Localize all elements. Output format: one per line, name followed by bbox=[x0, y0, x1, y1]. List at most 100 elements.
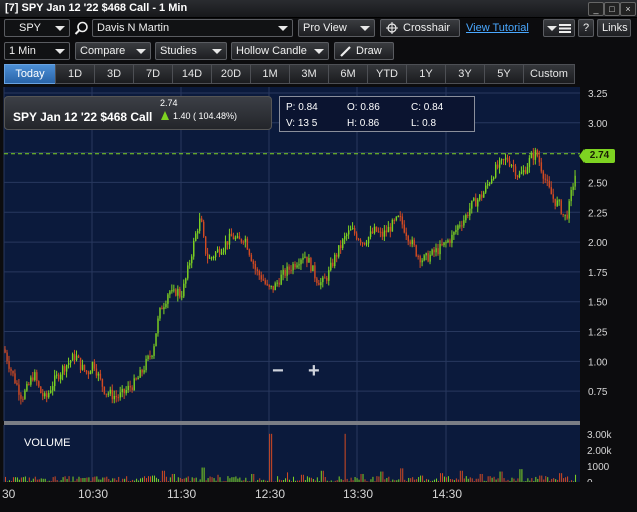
volume-bar bbox=[414, 480, 415, 482]
view-select[interactable]: Pro View bbox=[298, 19, 375, 37]
range-tab-today[interactable]: Today bbox=[4, 64, 56, 84]
range-tab-6m[interactable]: 6M bbox=[328, 64, 368, 84]
volume-bar bbox=[73, 477, 74, 482]
range-tab-1d[interactable]: 1D bbox=[55, 64, 95, 84]
volume-bar bbox=[233, 477, 234, 482]
crosshair-button[interactable]: Crosshair bbox=[380, 19, 460, 37]
volume-bar bbox=[253, 474, 254, 482]
candle-body bbox=[133, 378, 134, 390]
help-button[interactable]: ? bbox=[578, 19, 594, 37]
view-tutorial-link[interactable]: View Tutorial bbox=[466, 22, 529, 34]
compare-select[interactable]: Compare bbox=[75, 42, 151, 60]
candle-body bbox=[221, 252, 222, 254]
volume-plot-area bbox=[4, 425, 580, 482]
y-tick-label: 0.75 bbox=[588, 387, 608, 398]
volume-bar bbox=[45, 479, 46, 482]
draw-button[interactable]: Draw bbox=[334, 42, 394, 60]
candle-body bbox=[314, 265, 315, 278]
candle-body bbox=[288, 267, 289, 270]
volume-bar bbox=[523, 481, 524, 482]
volume-bar bbox=[194, 478, 195, 482]
chart-style-select[interactable]: Hollow Candle bbox=[231, 42, 329, 60]
zoom-in-button[interactable]: + bbox=[308, 360, 320, 383]
candle-body bbox=[110, 390, 111, 394]
candle-body bbox=[533, 154, 534, 160]
candle-body bbox=[322, 278, 323, 283]
menu-button[interactable] bbox=[543, 19, 575, 37]
volume-bar bbox=[472, 478, 473, 482]
volume-bar bbox=[529, 481, 530, 482]
volume-bar bbox=[378, 476, 379, 482]
volume-bar bbox=[480, 474, 481, 482]
x-tick-label: 11:30 bbox=[167, 487, 196, 501]
minimize-icon[interactable]: _ bbox=[588, 2, 604, 16]
search-icon[interactable] bbox=[74, 21, 89, 36]
candle-body bbox=[213, 257, 214, 258]
candle-body bbox=[352, 228, 353, 229]
range-tab-custom[interactable]: Custom bbox=[523, 64, 575, 84]
volume-bar bbox=[325, 477, 326, 482]
volume-bar bbox=[349, 481, 350, 482]
window-title: [7] SPY Jan 12 '22 $468 Call - 1 Min bbox=[5, 2, 187, 14]
volume-bar bbox=[55, 476, 56, 482]
range-tab-5y[interactable]: 5Y bbox=[484, 64, 524, 84]
maximize-icon[interactable]: □ bbox=[604, 2, 620, 16]
volume-bar bbox=[396, 480, 397, 482]
volume-bar bbox=[412, 477, 413, 482]
range-tab-20d[interactable]: 20D bbox=[211, 64, 251, 84]
interval-select[interactable]: 1 Min bbox=[4, 42, 70, 60]
candle-body bbox=[406, 232, 407, 236]
range-tab-ytd[interactable]: YTD bbox=[367, 64, 407, 84]
symbol-select[interactable]: SPY bbox=[4, 19, 70, 37]
volume-bar bbox=[204, 468, 205, 482]
candle-body bbox=[106, 394, 107, 395]
volume-bar bbox=[148, 476, 149, 482]
range-tab-1m[interactable]: 1M bbox=[250, 64, 290, 84]
volume-bar bbox=[67, 479, 68, 482]
candle-body bbox=[465, 215, 466, 220]
zoom-out-button[interactable]: − bbox=[272, 360, 284, 383]
volume-bar bbox=[271, 434, 272, 482]
volume-bar bbox=[466, 476, 467, 482]
volume-bar bbox=[140, 478, 141, 482]
volume-bar bbox=[289, 480, 290, 482]
candle-body bbox=[54, 375, 55, 386]
range-tab-3m[interactable]: 3M bbox=[289, 64, 329, 84]
candle-body bbox=[16, 383, 17, 384]
volume-bar bbox=[565, 477, 566, 482]
candle-body bbox=[259, 271, 260, 275]
studies-select[interactable]: Studies bbox=[155, 42, 227, 60]
range-tab-14d[interactable]: 14D bbox=[172, 64, 212, 84]
candle-body bbox=[543, 171, 544, 178]
candle-body bbox=[233, 236, 234, 239]
candle-body bbox=[145, 359, 146, 370]
close-icon[interactable]: × bbox=[620, 2, 636, 16]
range-tab-3d[interactable]: 3D bbox=[94, 64, 134, 84]
range-tab-3y[interactable]: 3Y bbox=[445, 64, 485, 84]
candle-body bbox=[451, 235, 452, 243]
chart-canvas[interactable]: 3.253.002.752.502.252.001.751.501.251.00… bbox=[0, 87, 637, 509]
volume-bar bbox=[112, 478, 113, 482]
candle-body bbox=[523, 170, 524, 172]
links-button[interactable]: Links bbox=[597, 19, 631, 37]
volume-bar bbox=[335, 481, 336, 482]
volume-bar bbox=[456, 478, 457, 482]
price-chart[interactable]: 3.253.002.752.502.252.001.751.501.251.00… bbox=[0, 87, 637, 509]
volume-bar bbox=[408, 478, 409, 482]
volume-bar bbox=[474, 481, 475, 482]
range-tab-1y[interactable]: 1Y bbox=[406, 64, 446, 84]
candle-body bbox=[217, 249, 218, 252]
account-select[interactable]: Davis N Martin bbox=[92, 19, 293, 37]
volume-bar bbox=[263, 480, 264, 482]
candle-body bbox=[183, 284, 184, 297]
volume-bar bbox=[223, 481, 224, 482]
volume-bar bbox=[174, 474, 175, 482]
volume-bar bbox=[416, 479, 417, 482]
chevron-down-icon bbox=[314, 49, 324, 54]
candle-body bbox=[263, 279, 264, 280]
candle-body bbox=[298, 264, 299, 265]
instrument-legend: SPY Jan 12 '22 $468 Call 2.74 1.40 ( 104… bbox=[4, 96, 272, 130]
volume-bar bbox=[452, 479, 453, 482]
volume-bar bbox=[374, 481, 375, 482]
range-tab-7d[interactable]: 7D bbox=[133, 64, 173, 84]
